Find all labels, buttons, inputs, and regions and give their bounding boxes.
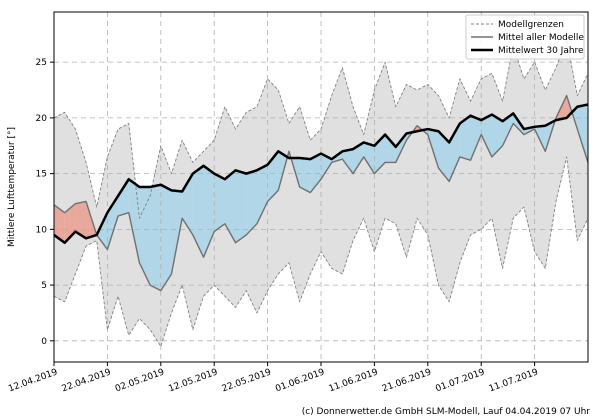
difference-fill — [267, 151, 279, 202]
plot-frame — [53, 11, 589, 363]
difference-fill — [150, 184, 161, 291]
difference-fill — [395, 133, 407, 163]
legend: Modellgrenzen Mittel aller Modelle Mittelw… — [465, 14, 585, 60]
legend-label: Mittel aller Modelle — [498, 33, 584, 43]
y-tick-label: 15 — [36, 170, 47, 180]
difference-fill — [235, 170, 247, 243]
difference-fill — [470, 115, 482, 161]
x-tick-label: 11.06.2019 — [328, 367, 380, 394]
x-tick-label: 12.04.2019 — [7, 367, 59, 394]
range-band — [459, 78, 471, 263]
difference-fill — [96, 212, 108, 250]
x-tick-label: 21.06.2019 — [381, 367, 433, 394]
difference-fill — [203, 165, 215, 258]
x-tick-label: 12.05.2019 — [167, 367, 219, 394]
difference-fill — [139, 187, 151, 286]
range-band — [438, 95, 450, 303]
range-band — [491, 73, 503, 269]
difference-fill — [224, 170, 236, 243]
range-band — [288, 105, 300, 302]
difference-fill — [363, 142, 375, 174]
difference-fill — [385, 134, 396, 163]
x-tick-label: 01.06.2019 — [274, 367, 326, 394]
range-band — [181, 140, 194, 330]
range-lower-line — [53, 156, 589, 347]
x-tick-label: 11.07.2019 — [488, 367, 540, 394]
difference-fill — [118, 179, 129, 216]
difference-fill — [491, 114, 503, 157]
y-tick-label: 20 — [36, 114, 48, 124]
range-band — [427, 83, 439, 286]
difference-fill — [310, 153, 321, 193]
difference-fill — [246, 170, 257, 235]
range-band — [416, 84, 429, 236]
difference-fill — [256, 164, 268, 224]
difference-fill — [481, 114, 492, 157]
range-band — [534, 62, 546, 270]
range-band — [566, 39, 578, 241]
footer: (c) Donnerwetter.de GmbH SLM-Modell, Lau… — [302, 407, 591, 417]
difference-fill — [192, 165, 204, 258]
legend-label: Modellgrenzen — [498, 20, 564, 30]
x-tick-label: 22.04.2019 — [61, 367, 113, 394]
difference-fill — [171, 190, 183, 274]
difference-fill — [502, 113, 514, 146]
difference-fill — [353, 142, 364, 174]
legend-label: Mittelwert 30 Jahre — [498, 46, 584, 56]
range-upper-line — [53, 39, 589, 219]
difference-fill — [214, 173, 225, 232]
range-band — [502, 45, 514, 269]
legend-box — [465, 14, 585, 60]
difference-fill — [54, 204, 65, 243]
x-tick-label: 02.05.2019 — [114, 367, 166, 394]
y-tick-label: 10 — [36, 225, 48, 235]
y-tick-label: 25 — [36, 58, 47, 68]
difference-fill — [321, 153, 332, 180]
range-band — [310, 128, 322, 275]
difference-fill — [299, 158, 311, 193]
range-band — [320, 95, 332, 270]
difference-fill — [160, 184, 172, 291]
climate-mean-line — [53, 103, 589, 244]
y-tick-label: 0 — [41, 337, 47, 347]
x-tick-label: 22.05.2019 — [221, 367, 273, 394]
difference-fill — [128, 179, 140, 263]
range-band — [523, 61, 535, 252]
difference-fill — [342, 149, 354, 174]
range-band — [395, 84, 407, 258]
y-axis-label: Mittlere Lufttemperatur [°] — [7, 127, 17, 247]
x-tick-label: 01.07.2019 — [434, 367, 486, 394]
range-band — [406, 84, 418, 258]
difference-fill — [438, 131, 450, 182]
difference-fill — [577, 104, 588, 163]
model-mean-line — [53, 94, 589, 292]
y-tick-label: 5 — [41, 281, 47, 291]
difference-fill — [459, 115, 471, 161]
range-band — [331, 67, 343, 275]
range-band — [545, 67, 557, 269]
